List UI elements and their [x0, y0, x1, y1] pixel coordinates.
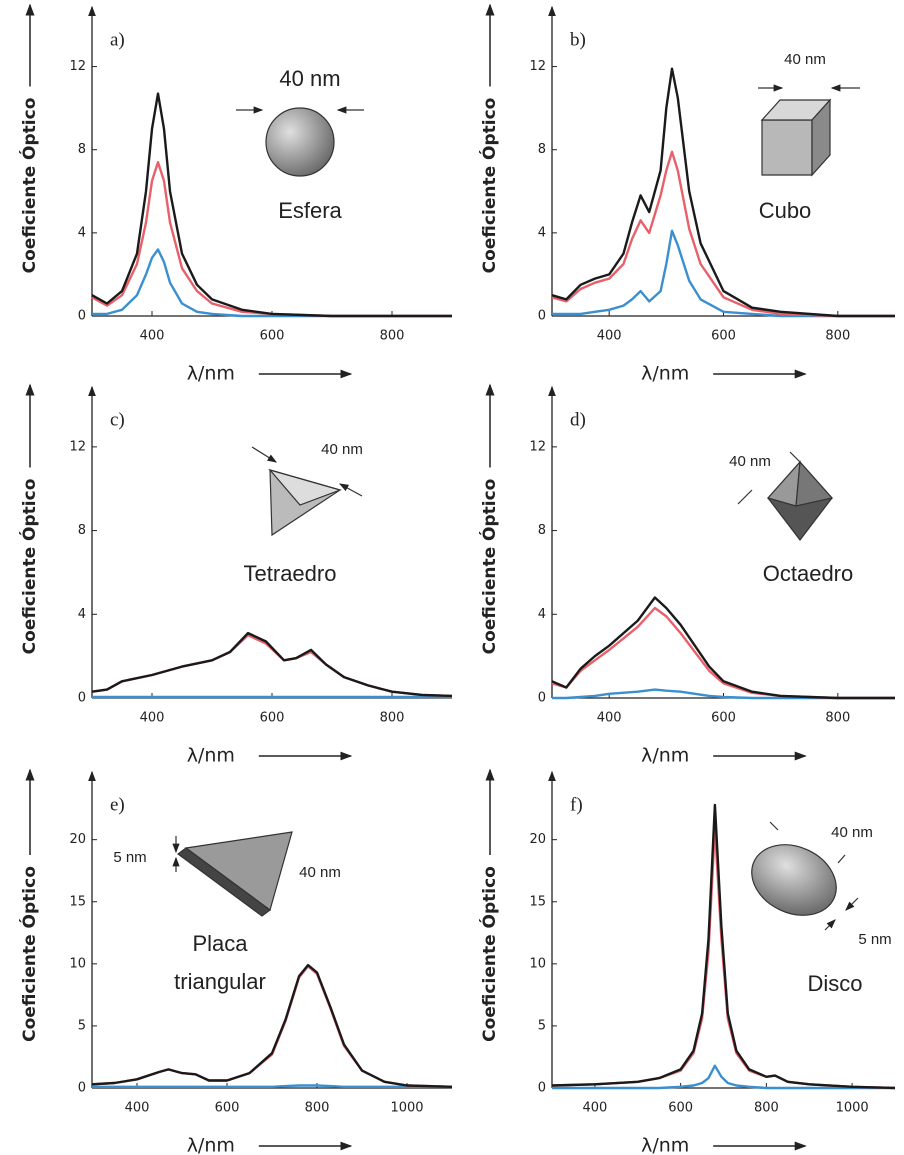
data-line: [551, 150, 895, 318]
x-tick-label: 400: [125, 1101, 150, 1116]
x-tick-label: 600: [711, 711, 736, 726]
annotation: 40 nm: [321, 441, 363, 458]
data-line: [552, 229, 895, 318]
data-line: [91, 963, 453, 1088]
x-axis-title: λ/nm: [187, 745, 235, 767]
y-tick-label: 5: [78, 1018, 86, 1033]
data-line: [91, 92, 452, 318]
annotation: 40 nm: [784, 51, 826, 68]
y-tick-label: 10: [529, 956, 546, 971]
annotation: 40 nm: [299, 864, 341, 881]
y-axis-title: Coeficiente Óptico: [478, 866, 500, 1042]
data-line: [91, 965, 453, 1088]
x-tick-label: 400: [597, 711, 622, 726]
annotation: Placa: [192, 931, 248, 956]
y-tick-label: 4: [78, 225, 86, 240]
x-axis-title: λ/nm: [187, 1135, 235, 1155]
y-tick-label: 8: [78, 142, 86, 157]
x-tick-label: 800: [380, 711, 405, 726]
panel-label: e): [110, 794, 125, 815]
y-tick-label: 12: [529, 59, 546, 74]
y-axis-title: Coeficiente Óptico: [478, 98, 500, 274]
y-tick-label: 12: [69, 59, 86, 74]
data-line: [552, 1064, 895, 1090]
x-axis-title: λ/nm: [641, 1135, 689, 1155]
annotation: 40 nm: [831, 824, 873, 841]
x-tick-label: 800: [305, 1101, 330, 1116]
annotation: Cubo: [759, 198, 812, 223]
y-tick-label: 20: [69, 832, 86, 847]
x-tick-label: 1000: [390, 1101, 423, 1116]
x-tick-label: 600: [215, 1101, 240, 1116]
y-tick-label: 4: [78, 607, 86, 622]
x-axis-title: λ/nm: [641, 363, 689, 385]
x-tick-label: 800: [754, 1101, 779, 1116]
x-tick-label: 800: [825, 711, 850, 726]
data-line: [552, 688, 895, 700]
panel-label: c): [110, 409, 125, 430]
y-tick-label: 0: [78, 309, 86, 324]
y-axis-title: Coeficiente Óptico: [478, 479, 500, 655]
y-tick-label: 20: [529, 832, 546, 847]
x-tick-label: 400: [582, 1101, 607, 1116]
annotation: Esfera: [278, 198, 342, 223]
y-tick-label: 15: [529, 894, 546, 909]
y-tick-label: 4: [538, 607, 546, 622]
y-axis-title: Coeficiente Óptico: [18, 98, 40, 274]
panel-label: f): [570, 794, 583, 815]
data-line: [551, 803, 896, 1090]
panel-label: a): [110, 29, 125, 50]
annotation: Octaedro: [763, 561, 854, 586]
y-tick-label: 4: [538, 225, 546, 240]
annotation: triangular: [174, 969, 266, 994]
x-axis-title: λ/nm: [187, 363, 235, 385]
y-tick-label: 12: [69, 439, 86, 454]
x-tick-label: 400: [140, 329, 165, 344]
data-line: [551, 596, 895, 700]
y-tick-label: 0: [78, 691, 86, 706]
y-tick-label: 0: [538, 309, 546, 324]
y-tick-label: 15: [69, 894, 86, 909]
y-axis-title: Coeficiente Óptico: [18, 866, 40, 1042]
data-line: [91, 634, 453, 698]
y-tick-label: 12: [529, 439, 546, 454]
annotation: Disco: [807, 971, 862, 996]
y-tick-label: 8: [538, 523, 546, 538]
y-tick-label: 5: [538, 1018, 546, 1033]
x-tick-label: 600: [260, 711, 285, 726]
x-tick-label: 600: [668, 1101, 693, 1116]
x-tick-label: 800: [825, 329, 850, 344]
x-tick-label: 1000: [836, 1101, 869, 1116]
annotation: Tetraedro: [244, 561, 337, 586]
y-tick-label: 8: [78, 523, 86, 538]
y-tick-label: 0: [538, 1081, 546, 1096]
annotation: 5 nm: [858, 931, 891, 948]
y-tick-label: 10: [69, 956, 86, 971]
data-line: [91, 631, 453, 698]
annotation: 40 nm: [279, 66, 340, 91]
y-tick-label: 8: [538, 142, 546, 157]
data-line: [551, 606, 895, 700]
annotation: 40 nm: [729, 453, 771, 470]
x-tick-label: 600: [260, 329, 285, 344]
y-tick-label: 0: [78, 1081, 86, 1096]
x-tick-label: 400: [597, 329, 622, 344]
annotation: 5 nm: [113, 849, 146, 866]
panel-label: d): [570, 409, 586, 430]
x-tick-label: 800: [380, 329, 405, 344]
x-tick-label: 600: [711, 329, 736, 344]
shape-icons: [172, 84, 860, 931]
panel-label: b): [570, 29, 586, 50]
y-tick-label: 0: [538, 691, 546, 706]
data-line: [551, 67, 895, 318]
x-axis-title: λ/nm: [641, 745, 689, 767]
data-line: [92, 1084, 452, 1088]
y-axis-title: Coeficiente Óptico: [18, 479, 40, 655]
data-line: [92, 248, 452, 318]
x-tick-label: 400: [140, 711, 165, 726]
